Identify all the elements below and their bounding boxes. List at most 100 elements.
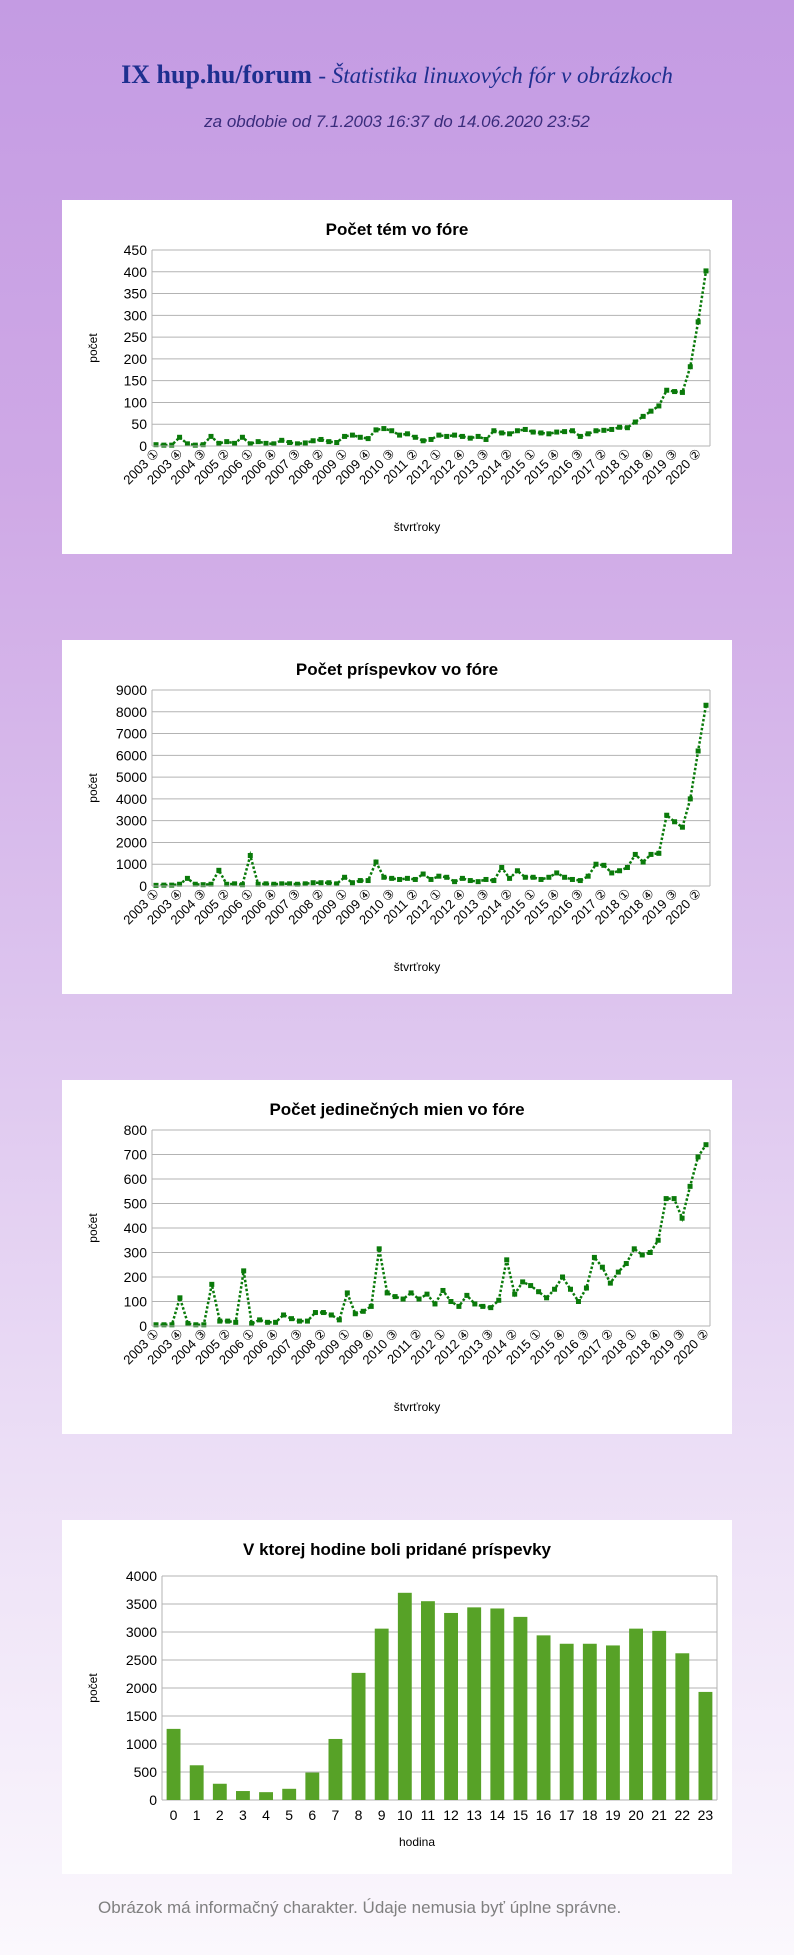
data-point	[216, 867, 222, 873]
y-tick-label: 1000	[116, 856, 147, 872]
data-point	[552, 1286, 558, 1292]
disclaimer: Obrázok má informačný charakter. Údaje n…	[98, 1898, 622, 1917]
data-point	[507, 875, 513, 881]
bar	[698, 1691, 713, 1800]
x-axis-label: hodina	[399, 1835, 435, 1849]
y-tick-label: 5000	[116, 769, 147, 785]
data-point	[344, 1290, 350, 1296]
data-point	[562, 429, 568, 435]
data-point	[520, 1279, 526, 1285]
data-point	[444, 874, 450, 880]
data-point	[302, 440, 308, 446]
data-point	[499, 430, 505, 436]
x-tick-label: 18	[582, 1807, 598, 1823]
data-point	[318, 436, 324, 442]
data-point	[440, 1287, 446, 1293]
data-point	[287, 440, 293, 446]
x-tick-label: 17	[559, 1807, 575, 1823]
y-tick-label: 200	[124, 351, 148, 367]
bar	[374, 1628, 389, 1800]
data-point	[208, 433, 214, 439]
chart-panel-hours: V ktorej hodine boli pridané príspevky 0 5…	[62, 1520, 732, 1874]
data-point	[624, 864, 630, 870]
data-point	[432, 1301, 438, 1307]
data-point	[318, 880, 324, 886]
data-point	[687, 796, 693, 802]
data-point	[504, 1257, 510, 1263]
data-point	[703, 1142, 709, 1148]
data-point	[647, 1250, 653, 1255]
data-point	[216, 440, 222, 446]
y-tick-label: 450	[124, 242, 148, 258]
x-tick-label: 14	[490, 1807, 506, 1823]
data-point	[663, 1196, 669, 1202]
data-point	[208, 881, 214, 887]
bar	[397, 1592, 412, 1800]
y-tick-label: 3000	[126, 1624, 157, 1640]
data-point	[294, 441, 300, 447]
data-point	[512, 1291, 518, 1297]
y-tick-label: 3500	[126, 1596, 157, 1612]
y-tick-label: 6000	[116, 747, 147, 763]
chart-title: Počet jedinečných mien vo fóre	[269, 1100, 524, 1119]
data-point	[408, 1290, 414, 1296]
data-point	[192, 881, 198, 887]
data-point	[601, 862, 607, 868]
data-point	[609, 870, 615, 876]
data-point	[679, 1215, 685, 1221]
data-point	[648, 408, 654, 414]
data-point	[263, 881, 269, 887]
data-point	[184, 875, 190, 881]
x-tick-label: 5	[285, 1807, 293, 1823]
data-point	[334, 440, 340, 446]
data-point	[404, 431, 410, 437]
data-point	[271, 881, 277, 887]
chart-hours: V ktorej hodine boli pridané príspevky 0 5…	[86, 1540, 718, 1849]
data-point	[185, 1321, 191, 1327]
data-point	[161, 1322, 167, 1328]
data-point	[577, 433, 583, 439]
data-point	[640, 413, 646, 419]
x-tick-label: 19	[605, 1807, 621, 1823]
data-point	[416, 1296, 422, 1302]
data-point	[217, 1318, 223, 1324]
y-tick-label: 500	[134, 1764, 158, 1780]
data-point	[679, 824, 685, 830]
data-point	[687, 1183, 693, 1189]
data-point	[310, 880, 316, 886]
data-point	[687, 364, 693, 370]
data-point	[412, 434, 418, 440]
y-tick-label: 8000	[116, 704, 147, 720]
data-point	[360, 1308, 366, 1314]
data-point	[436, 432, 442, 438]
data-point	[334, 881, 340, 887]
data-point	[302, 881, 308, 887]
data-point	[224, 881, 230, 887]
data-point	[420, 871, 426, 877]
bar	[259, 1792, 273, 1800]
data-point	[247, 441, 253, 447]
data-point	[472, 1301, 478, 1307]
data-point	[639, 1252, 645, 1258]
data-point	[161, 882, 167, 888]
data-point	[514, 868, 520, 874]
data-point	[623, 1261, 629, 1267]
bar	[421, 1601, 435, 1800]
data-point	[428, 436, 434, 442]
data-point	[271, 441, 277, 447]
data-point	[169, 442, 175, 448]
data-point	[607, 1280, 613, 1286]
data-point	[617, 868, 623, 874]
data-point	[536, 1289, 542, 1295]
data-point	[201, 1322, 207, 1328]
chart-title: Počet príspevkov vo fóre	[296, 660, 498, 679]
data-point	[404, 875, 410, 881]
data-point	[544, 1295, 550, 1301]
data-point	[279, 881, 285, 887]
data-point	[632, 851, 638, 857]
data-point	[289, 1316, 295, 1322]
data-point	[320, 1310, 326, 1316]
data-point	[672, 389, 678, 395]
data-point	[263, 440, 269, 446]
data-point	[349, 880, 355, 886]
